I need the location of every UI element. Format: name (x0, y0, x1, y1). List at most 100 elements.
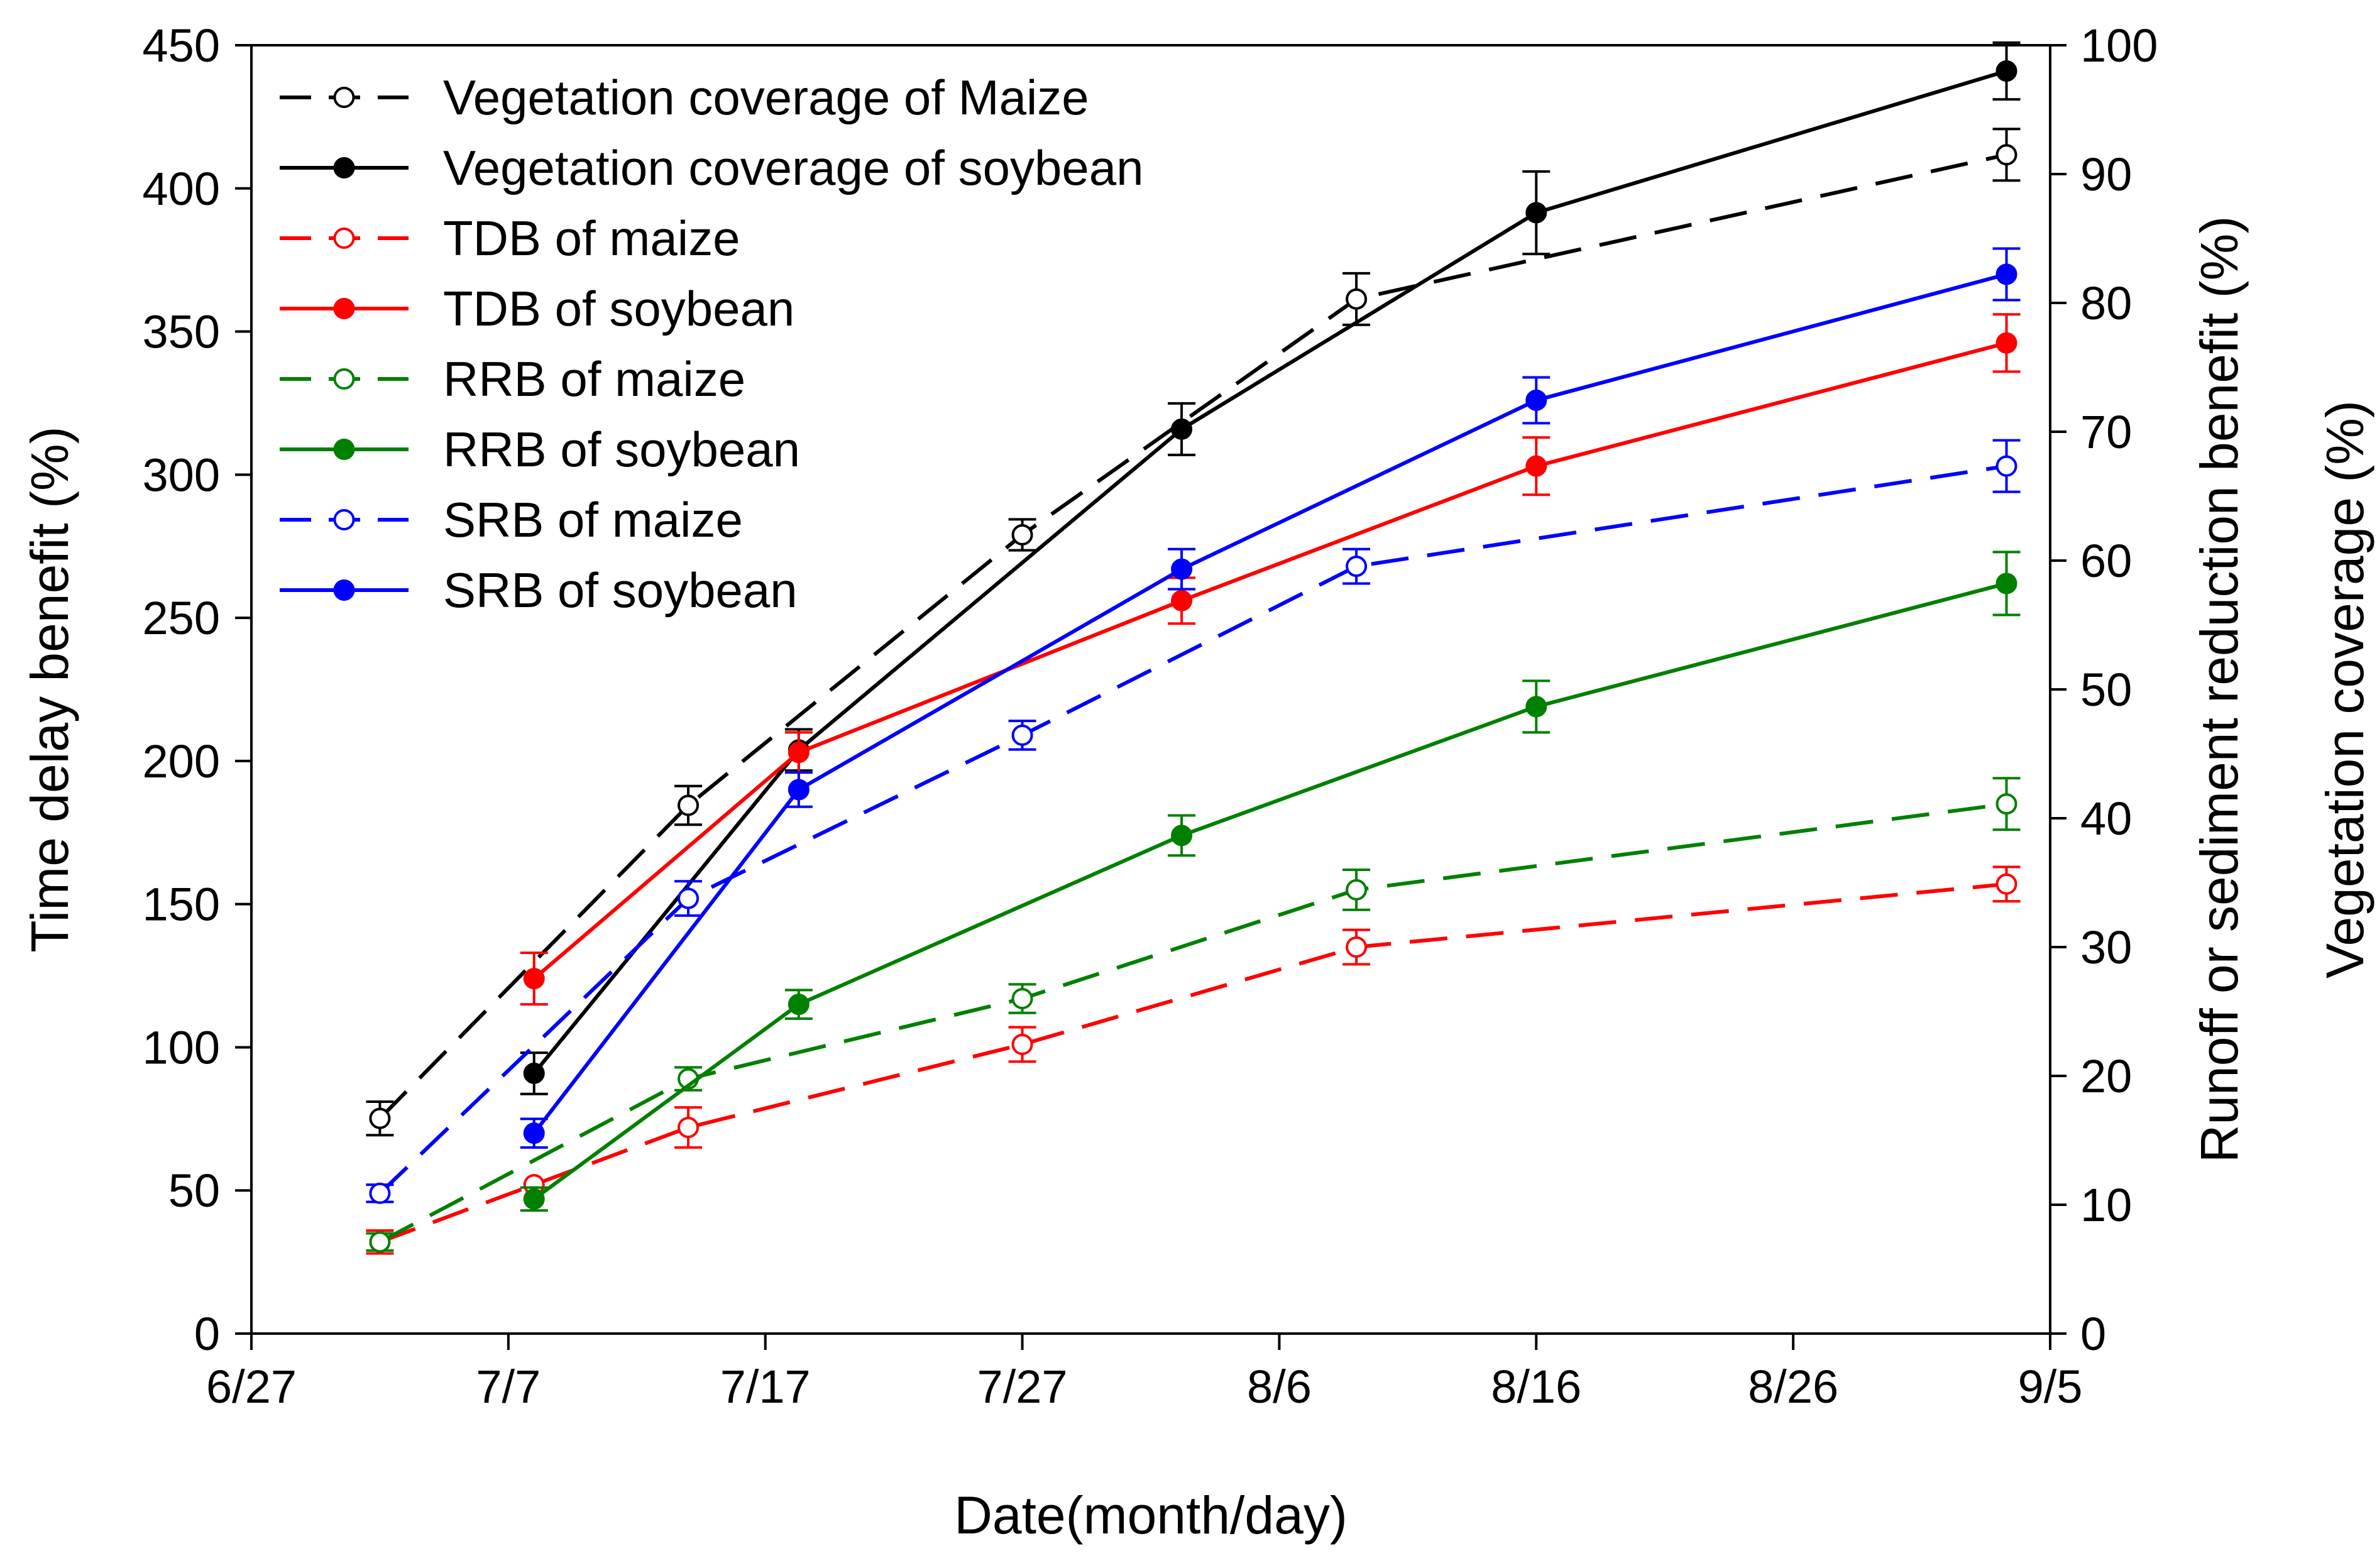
data-point (1995, 60, 2017, 82)
series-2 (366, 865, 2021, 1255)
y-left-tick-label: 50 (168, 1165, 220, 1217)
series-6 (366, 439, 2021, 1204)
legend-entry: RRB of maize (280, 351, 745, 407)
legend-label: Vegetation coverage of soybean (443, 140, 1144, 195)
y-right-tick-label: 90 (2080, 148, 2132, 200)
y-left-tick-label: 150 (143, 879, 220, 931)
series-line (379, 882, 2007, 1244)
data-point (1346, 556, 1368, 578)
y-axis-right-inner-title: Runoff or sediment reduction benefit (%) (2190, 216, 2249, 1163)
y-left-tick-label: 400 (143, 163, 220, 215)
data-point (788, 994, 810, 1016)
legend-label: SRB of maize (443, 492, 743, 547)
legend-marker (333, 87, 355, 108)
x-tick-label: 7/17 (720, 1361, 811, 1413)
data-point (523, 968, 545, 990)
data-point (1525, 389, 1547, 411)
y-right-tick-label: 10 (2080, 1179, 2132, 1231)
plot-area (366, 41, 2021, 1255)
data-point (678, 1117, 700, 1138)
data-point (678, 794, 700, 816)
series-5 (520, 551, 2021, 1212)
y-right-tick-label: 100 (2080, 19, 2158, 72)
x-tick-label: 6/27 (206, 1361, 297, 1413)
x-tick-label: 7/7 (476, 1361, 541, 1413)
legend-label: SRB of soybean (443, 562, 798, 618)
x-tick-label: 8/26 (1748, 1361, 1838, 1413)
legend-marker (333, 579, 355, 601)
y-left-tick-label: 300 (143, 449, 220, 501)
data-point (1171, 825, 1193, 847)
legend-label: RRB of maize (443, 351, 745, 407)
data-point (369, 1107, 391, 1129)
y-right-tick-label: 40 (2080, 792, 2132, 845)
legend-entry: TDB of soybean (280, 281, 794, 336)
axes: 6/27 7/7 7/17 7/27 8/6 8/16 8/26 9/505010015020… (143, 19, 2158, 1413)
data-point (1011, 1033, 1033, 1055)
y-left-tick-label: 450 (143, 19, 220, 72)
legend-label: Vegetation coverage of Maize (443, 70, 1089, 125)
data-point (1995, 332, 2017, 354)
series-4 (366, 777, 2021, 1253)
y-axis-right-outer-title: Vegetation coverage (%) (2315, 400, 2374, 979)
legend-marker (333, 509, 355, 530)
y-left-tick-label: 100 (143, 1021, 220, 1073)
data-point (1346, 879, 1368, 901)
data-point (1171, 558, 1193, 580)
legend-label: TDB of soybean (443, 281, 794, 336)
series-line (532, 272, 2007, 1134)
legend-entry: Vegetation coverage of Maize (280, 70, 1089, 125)
data-point (1995, 455, 2017, 477)
data-point (1525, 202, 1547, 224)
data-point (1995, 793, 2017, 815)
data-point (1171, 418, 1193, 440)
data-point (523, 1188, 545, 1210)
series-line (532, 581, 2007, 1201)
y-right-tick-label: 20 (2080, 1050, 2132, 1102)
y-left-tick-label: 0 (194, 1308, 220, 1360)
data-point (1995, 263, 2017, 285)
legend-marker (333, 157, 355, 178)
legend-marker (333, 298, 355, 319)
series-1 (520, 41, 2021, 1095)
data-point (523, 1122, 545, 1144)
legend-marker (333, 368, 355, 390)
y-left-tick-label: 250 (143, 592, 220, 644)
data-point (1011, 524, 1033, 546)
legend-marker (333, 439, 355, 460)
y-right-tick-label: 60 (2080, 535, 2132, 587)
legend: Vegetation coverage of Maize Vegetation c… (280, 70, 1144, 618)
data-point (369, 1182, 391, 1204)
legend-label: TDB of maize (443, 211, 740, 266)
legend-label: RRB of soybean (443, 422, 800, 477)
y-right-tick-label: 70 (2080, 406, 2132, 458)
data-point (788, 742, 810, 764)
y-right-tick-label: 30 (2080, 921, 2132, 973)
series-3 (520, 313, 2021, 1006)
data-point (369, 1231, 391, 1253)
legend-entry: RRB of soybean (280, 422, 800, 477)
legend-entry: TDB of maize (280, 211, 740, 266)
x-tick-label: 9/5 (2018, 1361, 2083, 1413)
data-point (1995, 573, 2017, 595)
legend-entry: Vegetation coverage of soybean (280, 140, 1144, 195)
x-axis-title: Date(month/day) (954, 1486, 1348, 1545)
y-right-tick-label: 0 (2080, 1308, 2106, 1360)
data-point (1011, 724, 1033, 746)
y-left-tick-label: 350 (143, 306, 220, 358)
data-point (1525, 696, 1547, 718)
data-point (1346, 288, 1368, 310)
x-tick-label: 7/27 (977, 1361, 1068, 1413)
data-point (1525, 455, 1547, 477)
y-left-tick-label: 200 (143, 735, 220, 787)
series-7 (520, 247, 2021, 1149)
y-right-tick-label: 80 (2080, 277, 2132, 329)
x-tick-label: 8/16 (1491, 1361, 1581, 1413)
data-point (788, 779, 810, 801)
legend-entry: SRB of soybean (280, 562, 798, 618)
y-right-tick-label: 50 (2080, 664, 2132, 716)
legend-marker (333, 228, 355, 249)
data-point (678, 887, 700, 909)
data-point (1995, 873, 2017, 895)
